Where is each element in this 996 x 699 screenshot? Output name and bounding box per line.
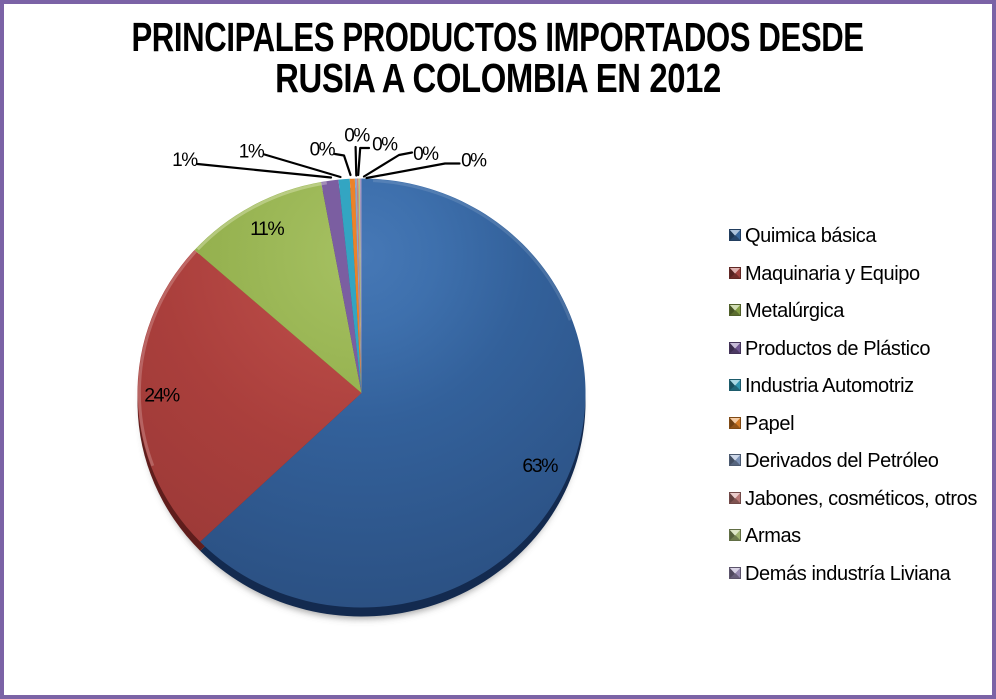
svg-text:1%: 1% — [239, 142, 265, 163]
svg-text:11%: 11% — [250, 218, 284, 240]
svg-text:0%: 0% — [372, 135, 398, 156]
svg-text:0%: 0% — [461, 151, 487, 172]
svg-text:63%: 63% — [522, 455, 558, 477]
svg-text:1%: 1% — [172, 150, 198, 171]
svg-text:0%: 0% — [310, 140, 336, 161]
svg-text:24%: 24% — [144, 385, 180, 407]
svg-text:0%: 0% — [344, 126, 370, 147]
svg-text:0%: 0% — [413, 144, 439, 165]
